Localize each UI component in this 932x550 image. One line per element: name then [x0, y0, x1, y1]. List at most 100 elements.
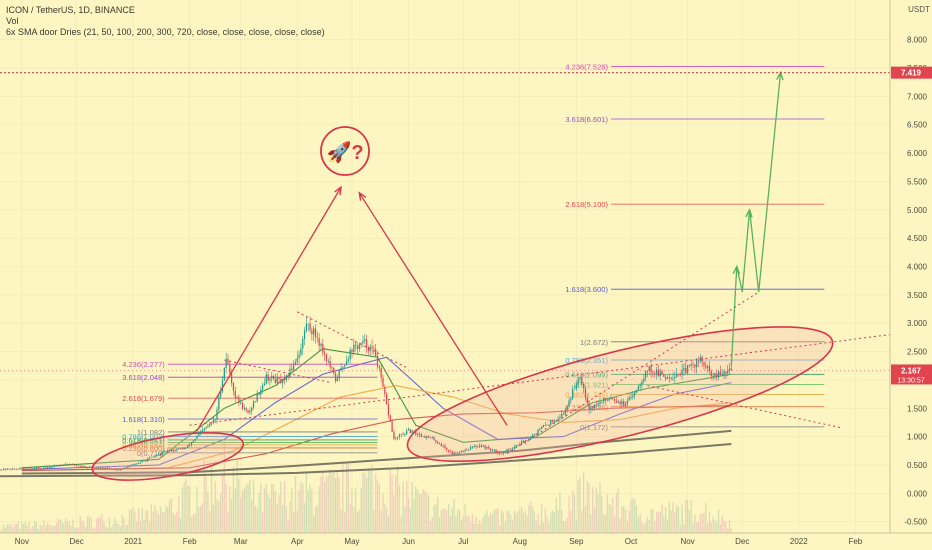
volume-bar: [493, 509, 495, 533]
candle-body: [57, 465, 59, 467]
candle-body: [694, 364, 696, 368]
volume-bar: [375, 473, 377, 533]
candle-body: [161, 451, 163, 455]
candle-body: [106, 467, 109, 469]
volume-bar: [218, 501, 220, 533]
candle-body: [83, 466, 85, 468]
volume-bar: [203, 460, 205, 533]
price-badges: 7.419 2.167 13:30:57: [891, 66, 932, 385]
candle-body: [730, 368, 732, 371]
candle-body: [96, 467, 98, 469]
volume-bar: [464, 503, 466, 533]
candle-body: [283, 378, 286, 381]
volume-bar: [240, 497, 242, 533]
time-axis[interactable]: Nov Dec 2021 Feb Mar Apr May Jun Jul Aug Sep Oct Nov…: [15, 537, 863, 546]
volume-bar: [592, 487, 594, 533]
symbol-title[interactable]: ICON / TetherUS, 1D, BINANCE: [6, 5, 135, 15]
candle-body: [603, 398, 605, 402]
volume-bar: [334, 477, 337, 533]
candle-body: [367, 347, 370, 352]
volume-bar: [672, 502, 674, 533]
volume-bar: [661, 504, 663, 533]
volume-bar: [506, 511, 508, 533]
volume-bar: [655, 512, 658, 533]
volume-bar: [303, 503, 306, 533]
candle-body: [92, 467, 94, 469]
candle-body: [50, 467, 52, 468]
volume-bar: [572, 490, 574, 533]
fib-level-label: 0.5(0.897): [131, 438, 166, 447]
volume-bar: [530, 501, 532, 533]
candle-body: [90, 466, 92, 468]
candle-body: [413, 430, 415, 432]
fib-level-label: 2.618(1.679): [122, 394, 165, 403]
volume-bar: [309, 484, 311, 533]
volume-bar: [12, 527, 14, 533]
candle-body: [23, 468, 25, 470]
volume-bar: [152, 511, 154, 533]
volume-bar: [267, 494, 269, 533]
volume-bar: [714, 520, 716, 533]
volume-bar: [402, 481, 404, 533]
candle-body: [686, 365, 689, 374]
rocket-annotation[interactable]: 🚀?: [320, 126, 370, 176]
volume-bar: [378, 483, 380, 533]
candle-body: [3, 468, 5, 470]
volume-bar: [641, 522, 643, 533]
candle-body: [112, 468, 114, 470]
candle-body: [75, 465, 78, 467]
volume-bar: [108, 517, 111, 533]
volume-bar: [551, 510, 554, 533]
candle-body: [495, 449, 497, 453]
candle-body: [570, 398, 572, 401]
volume-bar: [178, 496, 180, 533]
volume-bar: [121, 514, 123, 533]
volume-bar: [181, 487, 184, 533]
volume-bar: [639, 512, 641, 533]
candle-body: [139, 462, 142, 464]
candle-body: [515, 445, 517, 447]
volume-bar: [291, 488, 293, 533]
volume-bar: [561, 509, 563, 533]
time-tick-label: Jul: [458, 537, 468, 546]
volume-bar: [500, 510, 503, 533]
volume-label[interactable]: Vol: [6, 16, 19, 26]
volume-bar: [446, 509, 448, 533]
volume-bar: [431, 516, 433, 533]
candle-body: [52, 466, 54, 468]
time-tick-label: Dec: [735, 537, 749, 546]
volume-bar: [721, 515, 723, 533]
candle-body: [422, 436, 424, 438]
candle-body: [165, 451, 167, 453]
candle-body: [564, 409, 567, 415]
price-tick-label: 3.000: [907, 319, 928, 328]
candle-body: [305, 323, 308, 331]
volume-bar: [117, 523, 120, 533]
candle-body: [551, 420, 554, 422]
candle-body: [517, 445, 519, 447]
volume-bar: [573, 494, 576, 533]
volume-bar: [694, 514, 696, 533]
time-tick-label: Aug: [513, 537, 527, 546]
candle-body: [28, 468, 30, 470]
volume-bar: [23, 524, 25, 533]
candle-body: [282, 378, 284, 384]
candle-body: [99, 467, 101, 469]
candle-body: [196, 435, 198, 439]
volume-bar: [407, 498, 410, 533]
time-tick-label: May: [344, 537, 359, 546]
volume-bar: [272, 483, 275, 533]
volume-bar: [555, 497, 557, 533]
volume-bar: [260, 482, 262, 533]
volume-bar: [703, 513, 705, 533]
volume-bar: [356, 511, 359, 533]
candle-body: [469, 447, 472, 450]
candle-body: [263, 383, 266, 386]
candle-body: [446, 448, 448, 450]
candle-body: [360, 343, 362, 345]
volume-bar: [168, 499, 171, 533]
volume-bar: [349, 504, 351, 533]
volume-bar: [327, 475, 329, 533]
sma-indicator-label[interactable]: 6x SMA door Dries (21, 50, 100, 200, 300…: [6, 27, 325, 37]
